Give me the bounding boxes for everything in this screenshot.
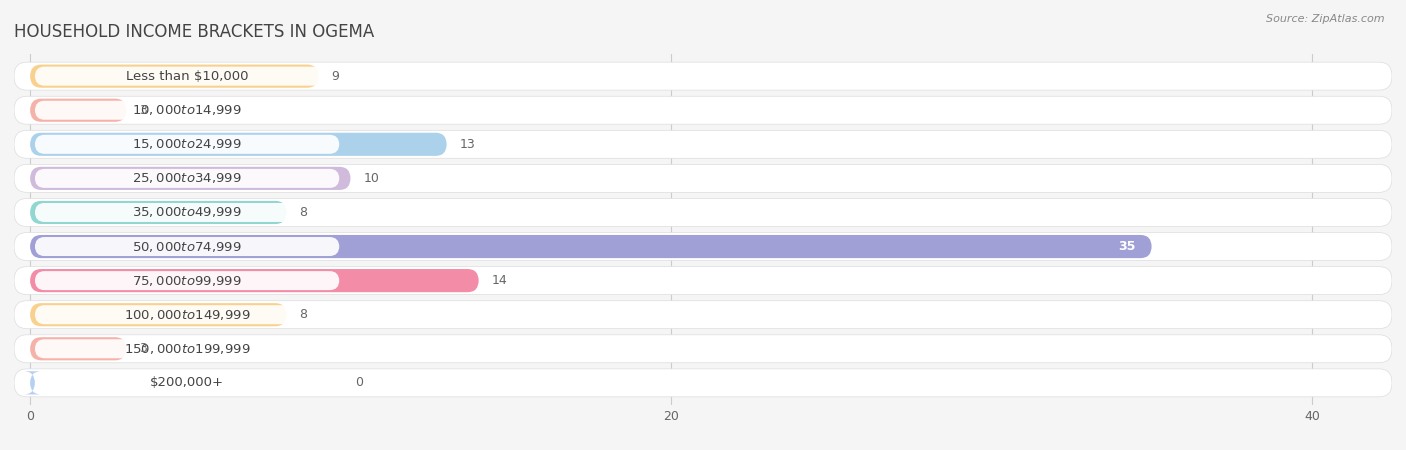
- FancyBboxPatch shape: [30, 167, 350, 190]
- Text: $150,000 to $199,999: $150,000 to $199,999: [124, 342, 250, 356]
- FancyBboxPatch shape: [14, 62, 1392, 90]
- FancyBboxPatch shape: [30, 201, 287, 224]
- Text: $15,000 to $24,999: $15,000 to $24,999: [132, 137, 242, 151]
- FancyBboxPatch shape: [30, 235, 1152, 258]
- Text: 8: 8: [299, 206, 308, 219]
- FancyBboxPatch shape: [35, 203, 339, 222]
- Text: $25,000 to $34,999: $25,000 to $34,999: [132, 171, 242, 185]
- Text: Less than $10,000: Less than $10,000: [127, 70, 249, 83]
- Text: 10: 10: [363, 172, 380, 185]
- FancyBboxPatch shape: [14, 335, 1392, 363]
- Text: 3: 3: [139, 342, 146, 355]
- Text: $100,000 to $149,999: $100,000 to $149,999: [124, 308, 250, 322]
- FancyBboxPatch shape: [35, 339, 339, 358]
- Text: $35,000 to $49,999: $35,000 to $49,999: [132, 206, 242, 220]
- Text: 13: 13: [460, 138, 475, 151]
- FancyBboxPatch shape: [14, 130, 1392, 158]
- FancyBboxPatch shape: [35, 237, 339, 256]
- FancyBboxPatch shape: [14, 233, 1392, 261]
- FancyBboxPatch shape: [35, 305, 339, 324]
- FancyBboxPatch shape: [30, 133, 447, 156]
- Text: 8: 8: [299, 308, 308, 321]
- FancyBboxPatch shape: [14, 267, 1392, 295]
- FancyBboxPatch shape: [14, 164, 1392, 192]
- FancyBboxPatch shape: [35, 101, 339, 120]
- FancyBboxPatch shape: [35, 374, 339, 392]
- FancyBboxPatch shape: [30, 99, 127, 122]
- FancyBboxPatch shape: [30, 64, 319, 88]
- Text: $75,000 to $99,999: $75,000 to $99,999: [132, 274, 242, 288]
- Text: 0: 0: [356, 376, 363, 389]
- Text: Source: ZipAtlas.com: Source: ZipAtlas.com: [1267, 14, 1385, 23]
- Text: 3: 3: [139, 104, 146, 117]
- Text: 14: 14: [492, 274, 508, 287]
- Text: 9: 9: [332, 70, 339, 83]
- FancyBboxPatch shape: [35, 67, 339, 86]
- FancyBboxPatch shape: [35, 169, 339, 188]
- Text: $50,000 to $74,999: $50,000 to $74,999: [132, 239, 242, 253]
- FancyBboxPatch shape: [35, 135, 339, 154]
- Text: HOUSEHOLD INCOME BRACKETS IN OGEMA: HOUSEHOLD INCOME BRACKETS IN OGEMA: [14, 23, 374, 41]
- Text: $200,000+: $200,000+: [150, 376, 224, 389]
- FancyBboxPatch shape: [14, 369, 1392, 397]
- FancyBboxPatch shape: [14, 301, 1392, 328]
- FancyBboxPatch shape: [30, 337, 127, 360]
- FancyBboxPatch shape: [30, 269, 478, 292]
- Text: $10,000 to $14,999: $10,000 to $14,999: [132, 103, 242, 117]
- FancyBboxPatch shape: [14, 96, 1392, 124]
- Text: 35: 35: [1118, 240, 1136, 253]
- FancyBboxPatch shape: [35, 271, 339, 290]
- FancyBboxPatch shape: [24, 371, 41, 395]
- FancyBboxPatch shape: [14, 198, 1392, 226]
- FancyBboxPatch shape: [30, 303, 287, 326]
